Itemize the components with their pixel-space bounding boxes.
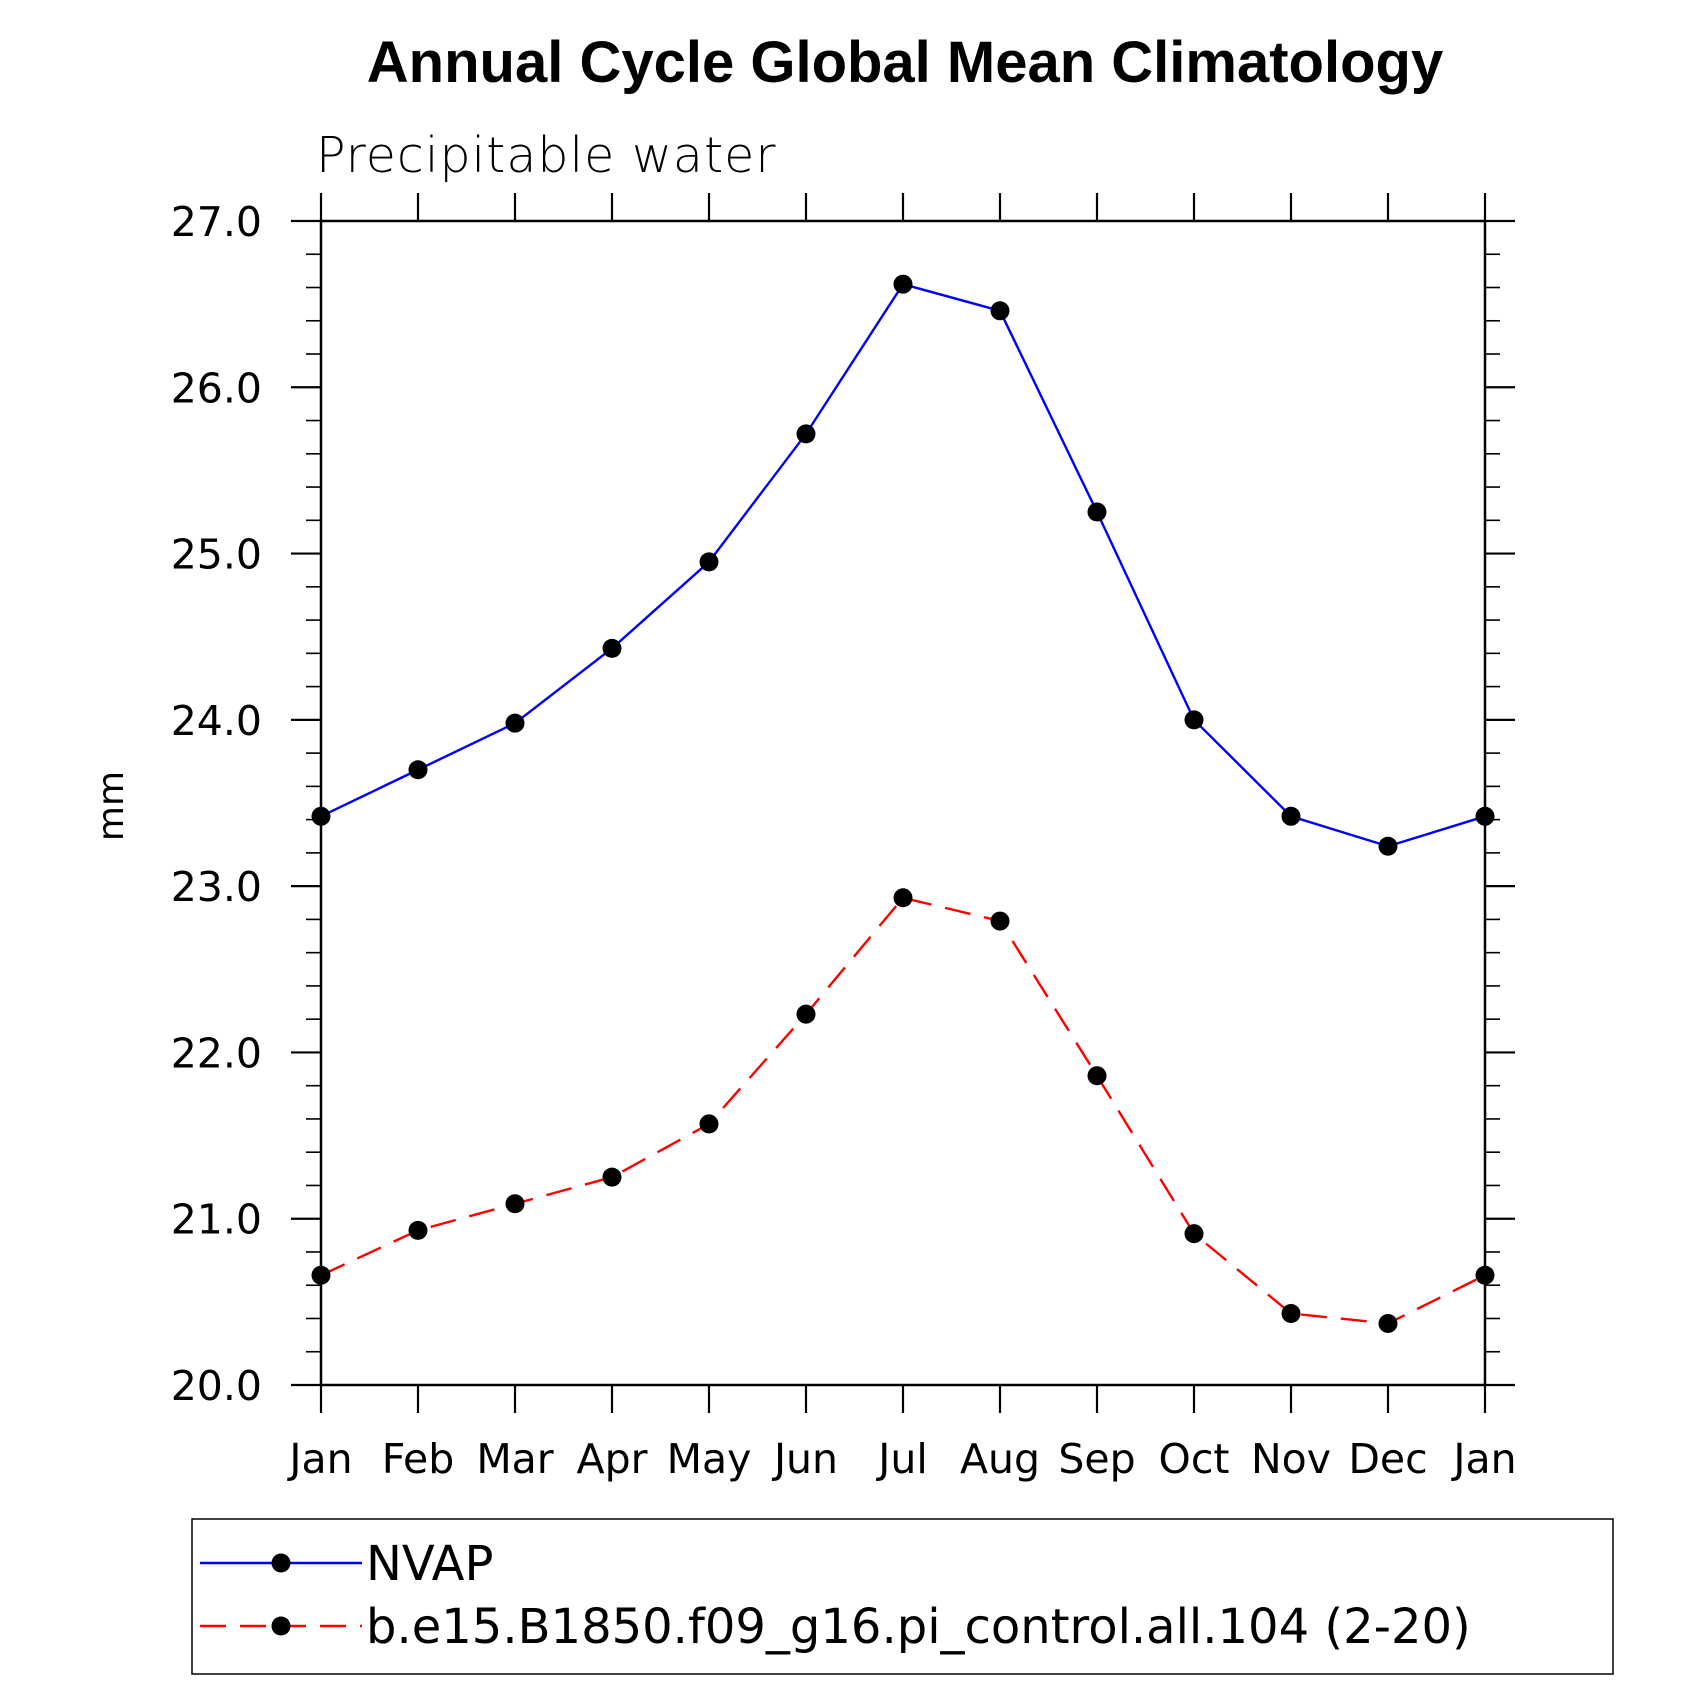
x-tick-label: Apr xyxy=(577,1435,648,1483)
legend-label: NVAP xyxy=(366,1536,493,1592)
y-tick-label: 22.0 xyxy=(171,1029,262,1077)
x-tick-label: Jun xyxy=(771,1435,838,1483)
y-tick-label: 20.0 xyxy=(171,1362,262,1410)
series-layer xyxy=(311,274,1495,1333)
series-line xyxy=(320,282,1486,848)
x-tick-label: Nov xyxy=(1251,1435,1331,1483)
series-point xyxy=(311,1265,331,1285)
x-tick-label: Sep xyxy=(1058,1435,1135,1483)
series-point xyxy=(893,888,913,908)
series-point xyxy=(311,806,331,826)
y-axis-label: mm xyxy=(91,771,132,841)
series-point xyxy=(699,552,719,572)
series-point xyxy=(699,1114,719,1134)
legend-box xyxy=(191,1518,1614,1675)
series-point xyxy=(796,1004,816,1024)
series-point xyxy=(1281,1303,1301,1323)
series-2 xyxy=(311,888,1495,1333)
series-point xyxy=(990,911,1010,931)
series-point xyxy=(408,760,428,780)
y-tick-labels: 20.0 21.0 22.0 23.0 24.0 25.0 26.0 27.0 xyxy=(171,198,262,1410)
legend-marker xyxy=(271,1553,291,1573)
series-point xyxy=(1378,836,1398,856)
x-tick-label: Mar xyxy=(476,1435,553,1483)
series-point xyxy=(893,274,913,294)
series-point xyxy=(990,301,1010,321)
series-point xyxy=(1184,710,1204,730)
y-tick-label: 21.0 xyxy=(171,1196,262,1244)
series-point xyxy=(602,1167,622,1187)
chart-subtitle: Precipitable water xyxy=(316,127,776,184)
plot-border xyxy=(319,219,1487,1387)
series-point xyxy=(1087,502,1107,522)
legend-entries: NVAP b.e15.B1850.f09_g16.pi_control.all.1… xyxy=(200,1536,1471,1655)
series-point xyxy=(1087,1066,1107,1086)
legend-entry-2: b.e15.B1850.f09_g16.pi_control.all.104 (… xyxy=(200,1599,1471,1655)
x-tick-label: Jul xyxy=(875,1435,927,1483)
series-line xyxy=(320,896,1486,1325)
y-tick-label: 23.0 xyxy=(171,863,262,911)
series-point xyxy=(505,713,525,733)
y-tick-label: 24.0 xyxy=(171,697,262,745)
chart-title: Annual Cycle Global Mean Climatology xyxy=(367,30,1443,95)
x-tick-label: Dec xyxy=(1348,1435,1427,1483)
series-point xyxy=(1475,1265,1495,1285)
y-tick-label: 25.0 xyxy=(171,531,262,579)
legend-label: b.e15.B1850.f09_g16.pi_control.all.104 (… xyxy=(366,1599,1471,1655)
x-tick-label: Jan xyxy=(1450,1435,1516,1483)
axis-ticks xyxy=(291,193,1515,1413)
legend-entry-1: NVAP xyxy=(200,1536,493,1592)
series-point xyxy=(602,638,622,658)
x-tick-label: Aug xyxy=(960,1435,1040,1483)
series-point xyxy=(1378,1313,1398,1333)
series-point xyxy=(505,1194,525,1214)
legend-marker xyxy=(271,1616,291,1636)
series-1 xyxy=(311,274,1495,856)
series-point xyxy=(1184,1224,1204,1244)
series-point xyxy=(408,1220,428,1240)
legend: NVAP b.e15.B1850.f09_g16.pi_control.all.1… xyxy=(191,1518,1614,1675)
x-tick-labels: Jan Feb Mar Apr May Jun Jul Aug Sep Oct Nov Dec Jan xyxy=(286,1435,1516,1483)
series-point xyxy=(1475,806,1495,826)
series-point xyxy=(1281,806,1301,826)
x-tick-label: Jan xyxy=(286,1435,352,1483)
plot-frame xyxy=(319,219,1487,1387)
x-tick-label: May xyxy=(667,1435,752,1483)
x-tick-label: Feb xyxy=(382,1435,455,1483)
series-point xyxy=(796,424,816,444)
y-tick-label: 26.0 xyxy=(171,364,262,412)
y-tick-label: 27.0 xyxy=(171,198,262,246)
x-tick-label: Oct xyxy=(1159,1435,1230,1483)
